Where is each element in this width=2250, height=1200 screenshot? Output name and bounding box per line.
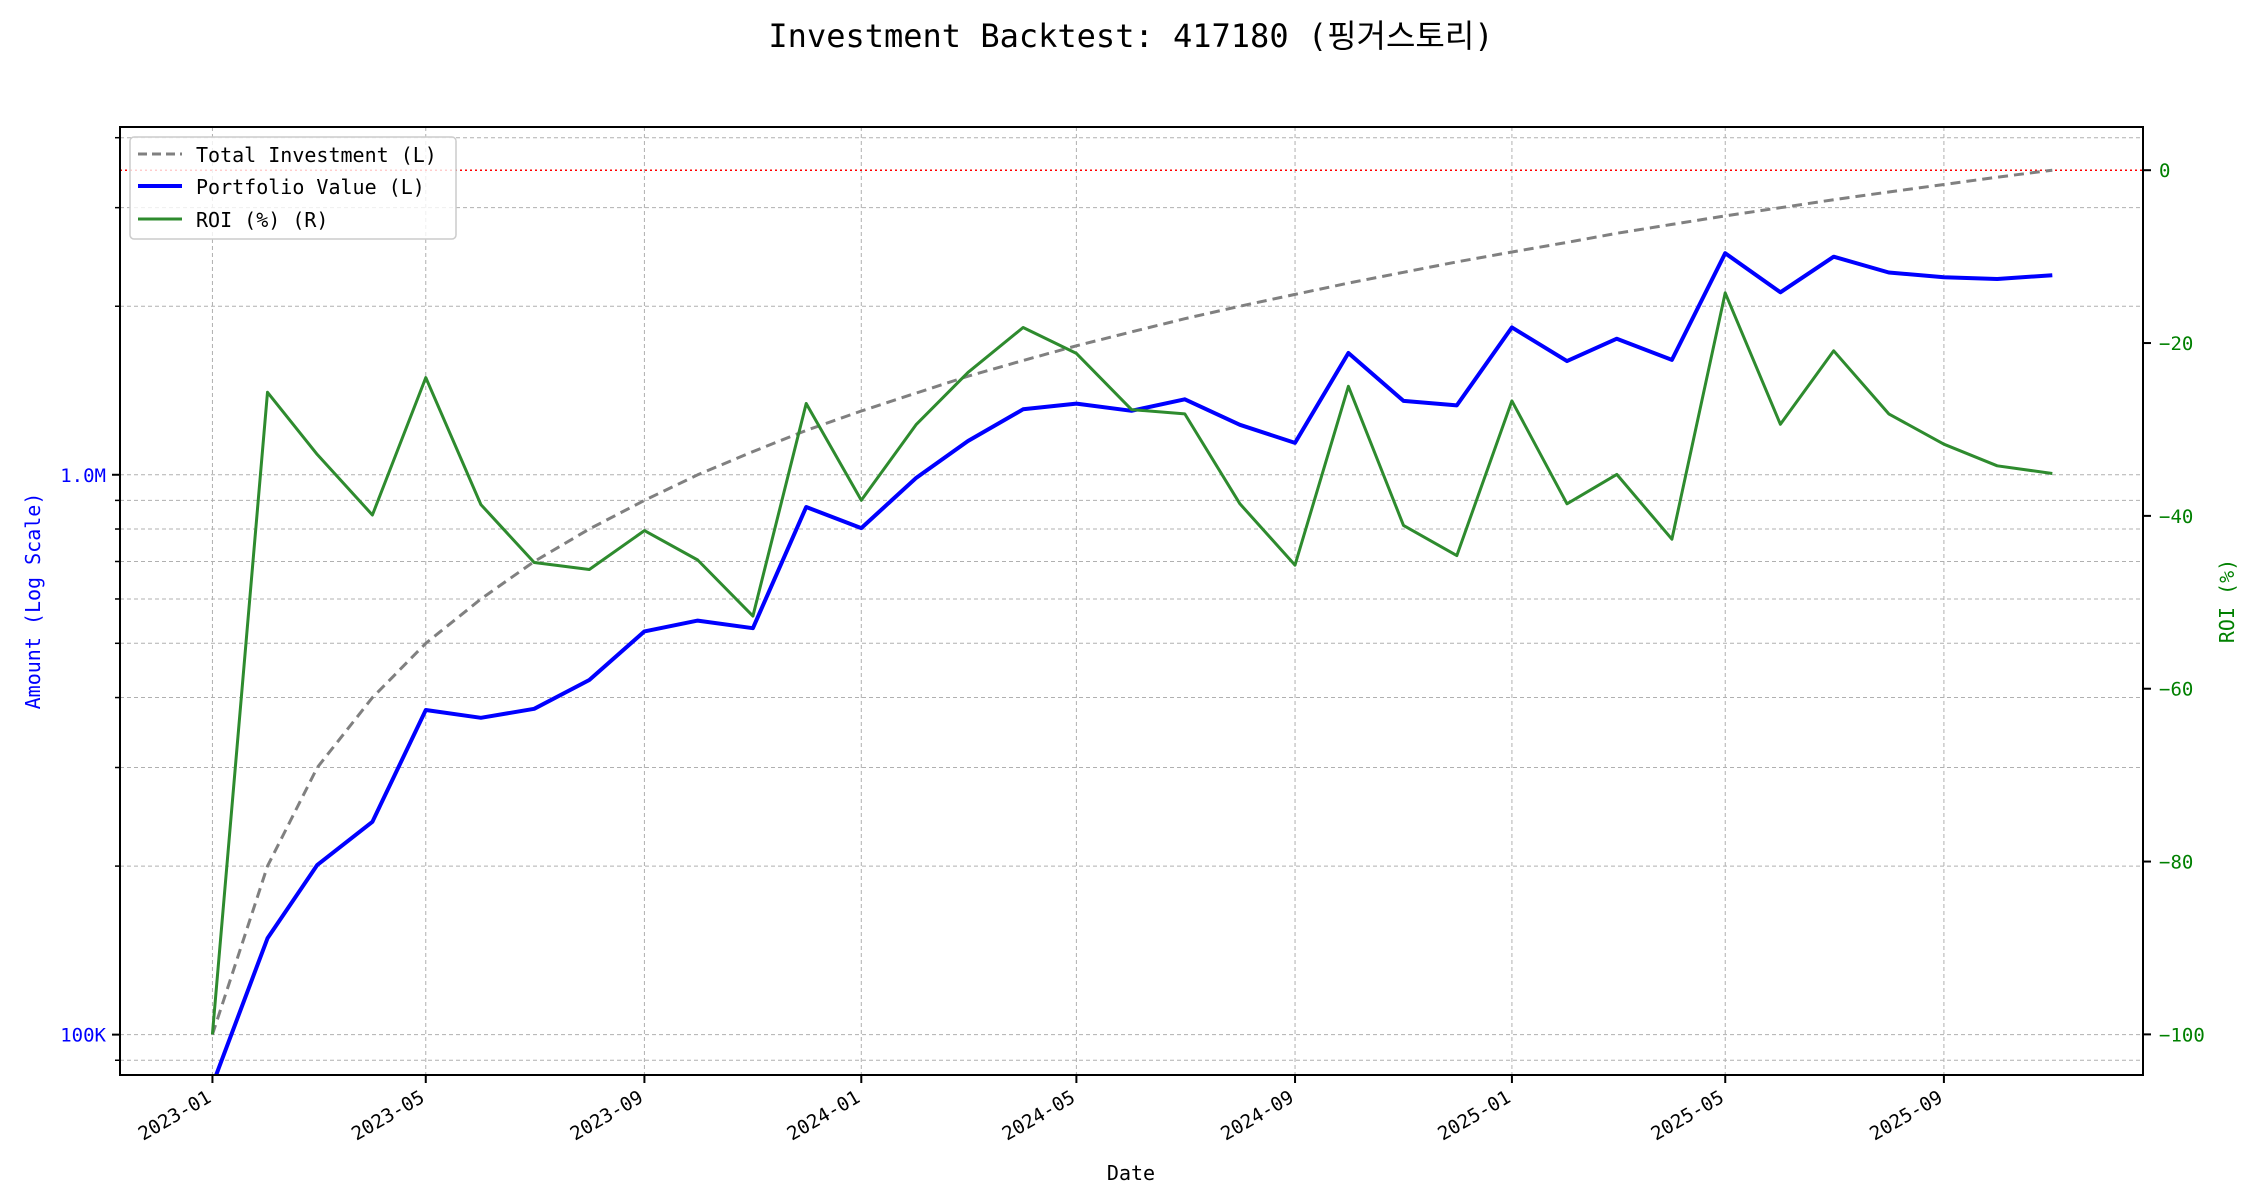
y-right-axis-label: ROI (%): [2215, 559, 2239, 643]
x-tick-label: 2023-09: [567, 1086, 647, 1145]
x-tick-label: 2025-01: [1434, 1086, 1514, 1145]
x-axis-label: Date: [1107, 1161, 1155, 1185]
total-investment-line: [210, 168, 2053, 1036]
y-right-tick-label: 0: [2159, 160, 2170, 182]
x-tick-label: 2024-01: [783, 1086, 863, 1145]
y-right-tick-label: −20: [2159, 333, 2193, 355]
y-left-axis-label: Amount (Log Scale): [21, 493, 45, 710]
grid: [120, 127, 2143, 1075]
y-left-tick-label: 1.0M: [60, 465, 106, 487]
y-right-tick-label: −100: [2159, 1024, 2205, 1046]
x-tick-label: 2025-05: [1647, 1086, 1727, 1145]
legend-label-portfolio-value: Portfolio Value (L): [196, 175, 425, 199]
x-tick-label: 2025-09: [1866, 1086, 1946, 1145]
series-layer: [120, 168, 2143, 1075]
x-tick-label: 2023-01: [135, 1086, 215, 1145]
x-tick-label: 2024-05: [999, 1086, 1079, 1145]
legend-box: [129, 136, 457, 240]
y-left-tick-label: 100K: [60, 1025, 106, 1047]
ticks: 100K 1.0M 0 −20 −40 −60 −80 −100 2023-01 2023-05 2…: [60, 136, 2205, 1145]
legend-label-total-investment: Total Investment (L): [196, 143, 437, 167]
roi-line: [210, 291, 2053, 1035]
y-right-tick-label: −60: [2159, 679, 2193, 701]
y-right-tick-label: −80: [2159, 852, 2193, 874]
chart-title: Investment Backtest: 417180 (핑거스토리): [768, 17, 1493, 55]
legend: Total Investment (L) Portfolio Value (L)…: [129, 136, 457, 240]
y-right-tick-label: −40: [2159, 506, 2193, 528]
x-tick-label: 2023-05: [348, 1086, 428, 1145]
legend-label-roi: ROI (%) (R): [196, 208, 328, 232]
portfolio-value-line: [214, 251, 2053, 1075]
x-tick-label: 2024-09: [1217, 1086, 1297, 1145]
plot-frame: [119, 126, 2144, 1076]
